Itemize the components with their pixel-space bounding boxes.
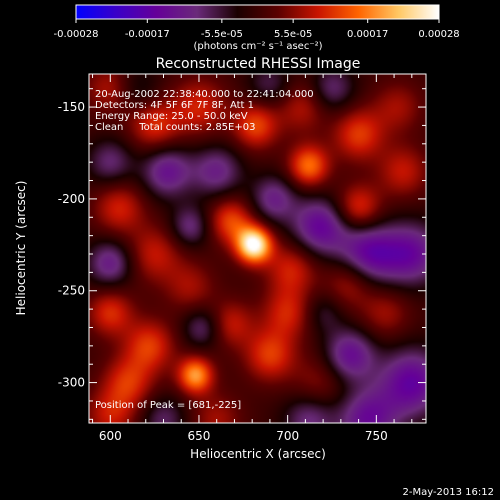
colorbar: [75, 4, 440, 20]
annotation-clean-counts: Clean Total counts: 2.85E+03: [95, 122, 255, 133]
plot-frame: [88, 73, 427, 424]
y-tick-label: -300: [58, 376, 85, 390]
colorbar-tick-label: -5.5e-05: [201, 29, 243, 40]
y-tick-label: -150: [58, 100, 85, 114]
y-axis-label: Heliocentric Y (arcsec): [14, 181, 28, 316]
x-tick-label: 700: [276, 429, 299, 443]
colorbar-unit-label: (photons cm⁻² s⁻¹ asec⁻²): [193, 41, 322, 52]
colorbar-tick-label: 0.00017: [347, 29, 388, 40]
colorbar-tick-label: -0.00028: [54, 29, 99, 40]
x-axis-label: Heliocentric X (arcsec): [190, 447, 326, 461]
peak-position-label: Position of Peak = [681,-225]: [95, 400, 241, 411]
y-tick-label: -250: [58, 284, 85, 298]
colorbar-tick-label: 5.5e-05: [274, 29, 312, 40]
footer-date: 2-May-2013 16:12: [402, 487, 494, 498]
x-tick-label: 600: [99, 429, 122, 443]
colorbar-tick-label: -0.00017: [125, 29, 170, 40]
colorbar-tick-label: 0.00028: [418, 29, 459, 40]
colorbar-ticks: -0.00028 -0.00017 -5.5e-05 5.5e-05 0.00017 0.…: [54, 19, 460, 40]
annotation-energy-range: Energy Range: 25.0 - 50.0 keV: [95, 111, 248, 122]
chart-title: Reconstructed RHESSI Image: [156, 56, 361, 72]
x-tick-label: 750: [365, 429, 388, 443]
annotation-time-range: 20-Aug-2002 22:38:40.000 to 22:41:04.000: [95, 89, 314, 100]
annotation-detectors: Detectors: 4F 5F 6F 7F 8F, Att 1: [95, 100, 254, 111]
x-tick-label: 650: [188, 429, 211, 443]
y-tick-label: -200: [58, 192, 85, 206]
heatmap-image: [89, 74, 426, 423]
axes: 600 650 700 750 -150 -200 -250 -300: [58, 74, 426, 443]
